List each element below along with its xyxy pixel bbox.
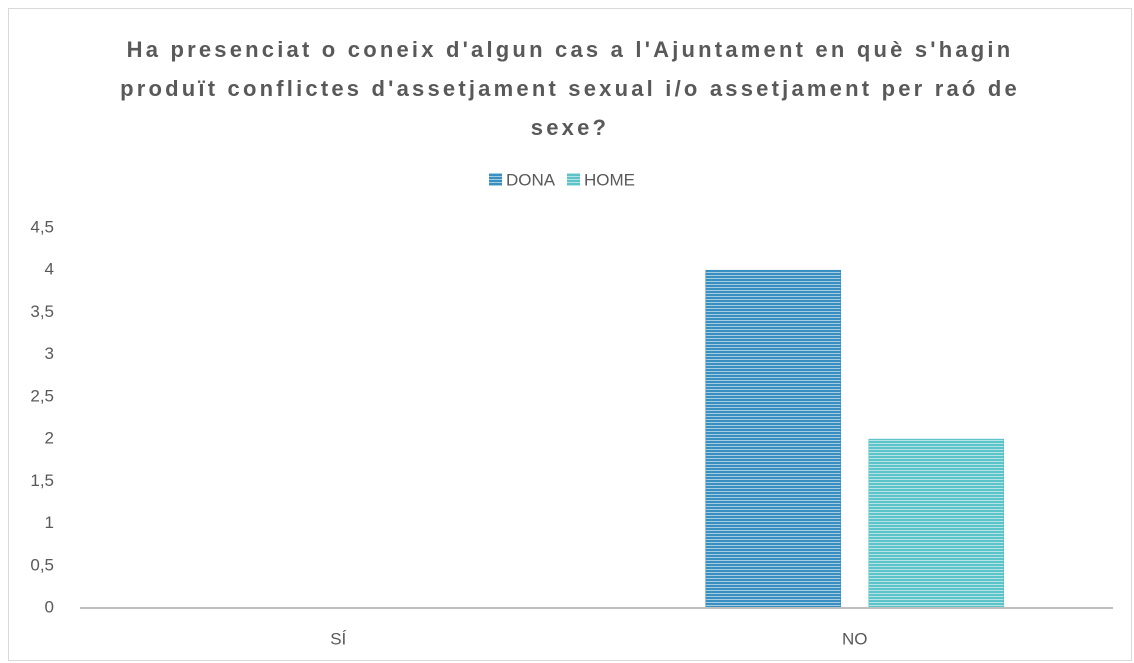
y-tick-label: 4 xyxy=(45,260,54,279)
chart-frame xyxy=(8,8,1132,661)
y-tick-label: 2 xyxy=(45,429,54,448)
y-tick-label: 0,5 xyxy=(30,555,54,574)
y-tick-label: 1,5 xyxy=(30,471,54,490)
y-tick-label: 2,5 xyxy=(30,386,54,405)
legend-swatch xyxy=(489,173,502,186)
x-tick-label: NO xyxy=(842,629,868,648)
y-tick-label: 4,5 xyxy=(30,217,54,236)
legend: DONA HOME xyxy=(489,170,635,189)
bar xyxy=(868,438,1005,609)
legend-label: DONA xyxy=(506,170,556,189)
bar xyxy=(705,269,842,609)
x-tick-label: SÍ xyxy=(330,629,346,648)
y-tick-label: 0 xyxy=(45,597,54,616)
chart-title: Ha presenciat o coneix d'algun cas a l'A… xyxy=(120,37,1020,140)
legend-swatch xyxy=(567,173,580,186)
y-tick-label: 1 xyxy=(45,513,54,532)
legend-label: HOME xyxy=(584,170,635,189)
y-tick-label: 3 xyxy=(45,344,54,363)
y-tick-label: 3,5 xyxy=(30,302,54,321)
